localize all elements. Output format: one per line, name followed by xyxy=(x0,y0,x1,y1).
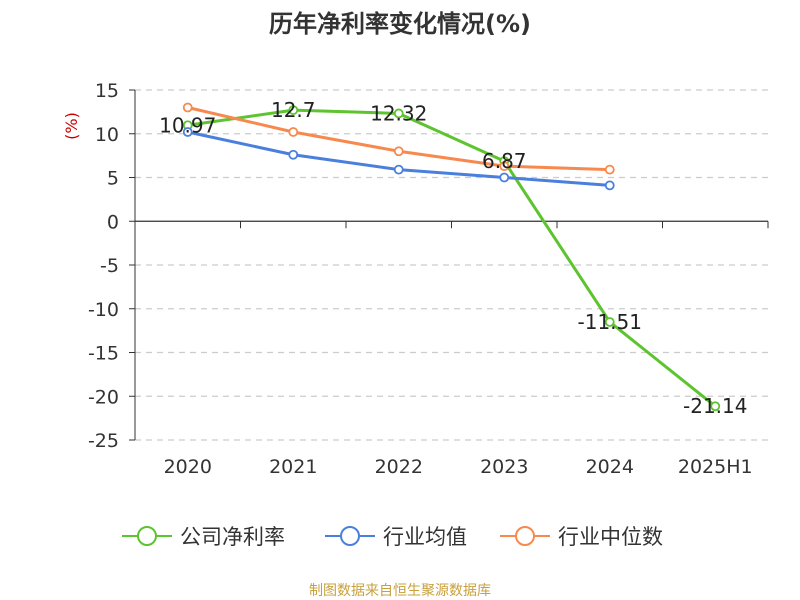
y-tick-label: -5 xyxy=(100,255,119,277)
data-point xyxy=(604,317,615,327)
x-tick-label: 2022 xyxy=(375,456,423,478)
data-labels: 10.97 12.7 12.32 6.87 -11.51 -21.14 xyxy=(159,98,747,418)
x-tick-label: 2021 xyxy=(269,456,317,478)
legend-item-3[interactable]: 行业中位数 xyxy=(500,525,663,549)
x-tick-label: 2023 xyxy=(480,456,528,478)
data-point xyxy=(499,172,510,183)
chart-title: 历年净利率变化情况(%) xyxy=(269,10,531,38)
legend-item-2[interactable]: 行业均值 xyxy=(325,525,467,549)
series-lines xyxy=(182,102,721,412)
y-tick-label: 0 xyxy=(107,211,119,233)
legend-marker xyxy=(515,526,535,546)
data-point xyxy=(288,127,299,137)
data-point xyxy=(182,102,193,113)
y-axis-label: (%) xyxy=(62,112,81,140)
data-point xyxy=(393,164,404,175)
x-tick-label: 2020 xyxy=(164,456,212,478)
data-point xyxy=(710,401,721,412)
data-point xyxy=(604,180,615,191)
legend[interactable]: 公司净利率 行业均值 行业中位数 xyxy=(122,525,663,549)
legend-item-1[interactable]: 公司净利率 xyxy=(122,525,285,549)
data-point xyxy=(182,127,193,137)
x-tick-label: 2025H1 xyxy=(678,456,753,478)
y-tick-label: 10 xyxy=(95,124,119,146)
data-point xyxy=(288,105,299,116)
axes: 15 10 5 0 -5 -10 -15 -20 -25 2020 2021 2022 2023 2024… xyxy=(88,80,769,478)
data-label: -11.51 xyxy=(578,310,642,334)
data-label: -21.14 xyxy=(683,394,747,418)
x-tick-label: 2024 xyxy=(586,456,634,478)
y-tick-label: -15 xyxy=(88,343,119,365)
series-line-1 xyxy=(187,108,717,408)
legend-label: 公司净利率 xyxy=(180,525,285,549)
data-label: 10.97 xyxy=(159,113,216,137)
data-point xyxy=(288,149,299,160)
legend-marker xyxy=(340,526,360,546)
data-label: 6.87 xyxy=(482,149,527,173)
data-label: 12.32 xyxy=(370,101,427,125)
legend-label: 行业中位数 xyxy=(558,525,663,549)
data-point xyxy=(499,161,510,172)
data-point xyxy=(393,108,404,119)
y-tick-label: 15 xyxy=(95,80,119,102)
y-tick-label: -25 xyxy=(88,430,119,452)
data-point xyxy=(393,146,404,157)
legend-label: 行业均值 xyxy=(383,525,467,549)
legend-marker xyxy=(137,526,157,546)
footer-source: 制图数据来自恒生聚源数据库 xyxy=(309,583,491,599)
data-point xyxy=(604,164,615,175)
y-tick-label: 5 xyxy=(107,168,119,190)
y-tick-label: -10 xyxy=(88,299,119,321)
y-tick-label: -20 xyxy=(88,386,119,408)
data-label: 12.7 xyxy=(271,98,316,122)
